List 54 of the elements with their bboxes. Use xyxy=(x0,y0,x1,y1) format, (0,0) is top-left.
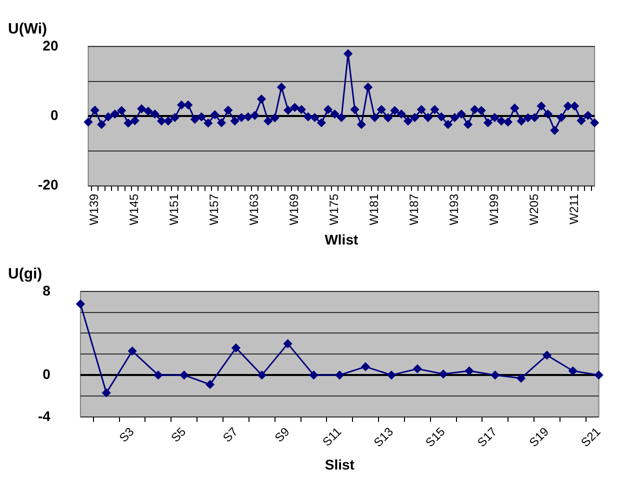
point xyxy=(335,370,344,380)
x-tick-label: W145 xyxy=(127,194,142,226)
point xyxy=(361,362,370,371)
point xyxy=(542,350,552,360)
x-tick-label: W181 xyxy=(367,194,382,226)
point xyxy=(439,370,448,378)
x-tick-label: W157 xyxy=(207,194,222,226)
point xyxy=(568,366,578,376)
point xyxy=(128,346,137,356)
point xyxy=(258,370,266,380)
x-tick-label: S11 xyxy=(320,424,344,449)
x-tick-label: W199 xyxy=(486,194,501,226)
x-tick-label: S3 xyxy=(116,424,137,445)
x-axis-title: Wlist xyxy=(324,231,358,248)
y-tick-label: 8 xyxy=(42,282,51,298)
x-tick-label: W187 xyxy=(407,194,422,226)
point xyxy=(154,370,162,380)
point xyxy=(206,380,214,389)
point xyxy=(387,370,396,380)
point xyxy=(594,370,604,380)
y-tick-label: 0 xyxy=(50,106,58,123)
point xyxy=(76,300,85,308)
x-tick-label: W139 xyxy=(87,194,102,226)
x-tick-label: W151 xyxy=(167,194,182,226)
point xyxy=(516,374,526,382)
x-tick-label: W169 xyxy=(287,194,302,226)
point xyxy=(464,366,474,376)
y-axis-title: U(Wi) xyxy=(8,20,48,38)
point xyxy=(284,339,292,348)
x-axis-title: Slist xyxy=(324,456,355,472)
x-tick-label: W193 xyxy=(446,194,461,226)
x-tick-label: S15 xyxy=(422,424,448,450)
x-tick-label: W205 xyxy=(526,194,541,226)
x-tick-label: S17 xyxy=(474,424,500,450)
x-tick-label: S7 xyxy=(220,424,241,445)
x-tick-label: W175 xyxy=(327,194,342,226)
point xyxy=(180,370,188,380)
y-tick-label: 0 xyxy=(42,366,51,382)
x-tick-label: S9 xyxy=(272,424,292,445)
x-tick-label: S5 xyxy=(168,424,189,445)
point xyxy=(490,370,500,380)
point xyxy=(102,388,111,398)
x-tick-label: W163 xyxy=(247,194,262,226)
x-tick-label: S19 xyxy=(526,424,552,450)
point xyxy=(232,344,240,352)
y-tick-label: -20 xyxy=(38,176,58,193)
x-tick-label: W211 xyxy=(566,194,581,224)
x-tick-label: S21 xyxy=(578,424,604,450)
point xyxy=(413,364,422,374)
y-tick-label: -4 xyxy=(38,408,51,424)
y-axis-title: U(gi) xyxy=(8,266,42,283)
y-tick-label: 20 xyxy=(42,37,58,54)
point xyxy=(309,370,318,380)
x-tick-label: S13 xyxy=(370,424,396,450)
